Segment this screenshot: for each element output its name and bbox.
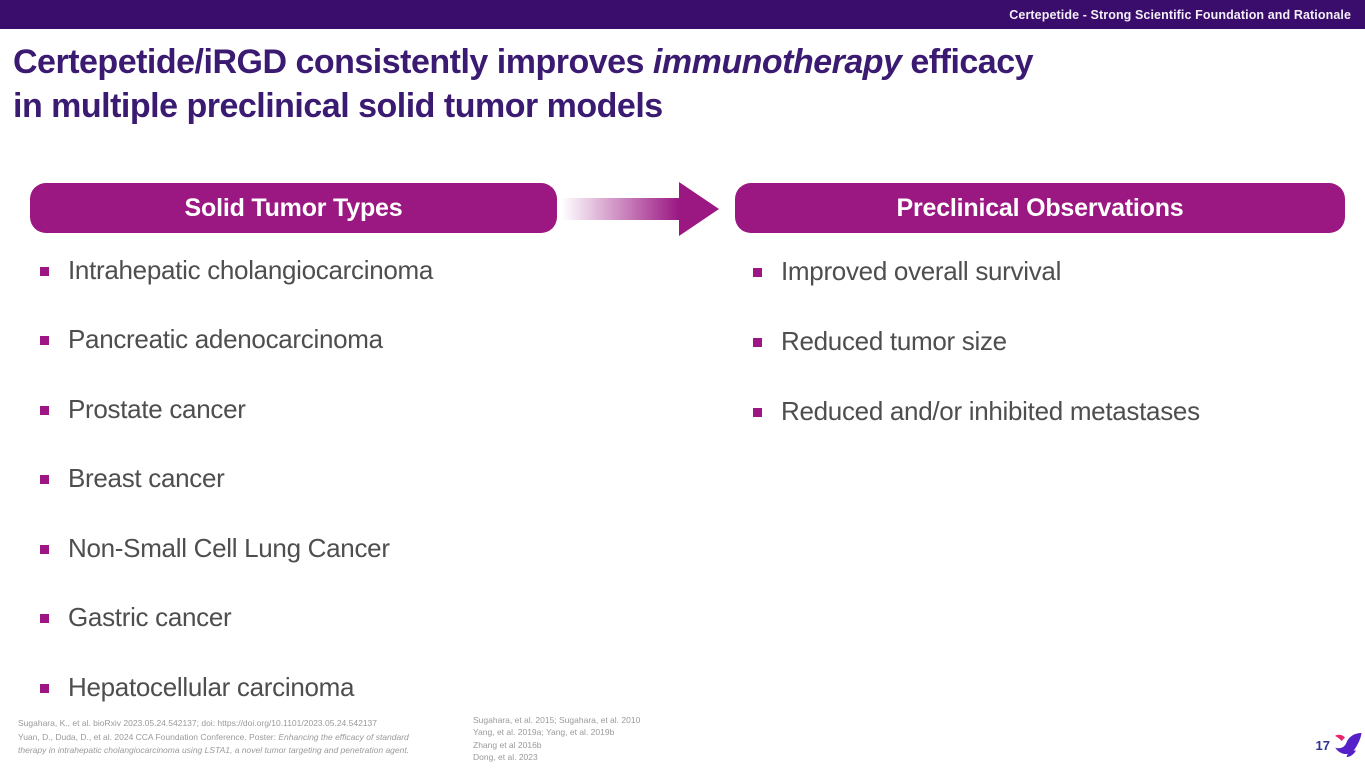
footnote-italic-text: Enhancing the efficacy of standard xyxy=(278,731,409,742)
page-number: 17 xyxy=(1315,738,1330,753)
footnote-italic-text: therapy in intrahepatic cholangiocarcino… xyxy=(18,745,410,755)
list-item-label: Pancreatic adenocarcinoma xyxy=(68,324,383,354)
list-item: Hepatocellular carcinoma xyxy=(40,670,433,704)
footnote-line: Zhang et al 2016b xyxy=(473,739,542,750)
header-solid-tumor-types: Solid Tumor Types xyxy=(30,183,557,233)
list-item: Improved overall survival xyxy=(753,254,1200,288)
solid-tumor-types-list: Intrahepatic cholangiocarcinoma Pancreat… xyxy=(40,253,433,740)
preclinical-observations-list: Improved overall survival Reduced tumor … xyxy=(753,254,1200,464)
list-item-label: Non-Small Cell Lung Cancer xyxy=(68,532,390,563)
top-bar-title: Certepetide - Strong Scientific Foundati… xyxy=(1009,7,1351,22)
bullet-square-icon xyxy=(40,614,49,623)
bullet-square-icon xyxy=(40,544,49,554)
bullet-square-icon xyxy=(753,337,762,347)
list-item: Pancreatic adenocarcinoma xyxy=(40,323,433,357)
slide-title: Certepetide/iRGD consistently improves i… xyxy=(13,40,1034,128)
arrow-right-icon xyxy=(562,182,719,236)
title-text: efficacy xyxy=(901,43,1034,81)
list-item: Non-Small Cell Lung Cancer xyxy=(40,531,433,565)
bullet-square-icon xyxy=(40,405,49,415)
title-line-1: Certepetide/iRGD consistently improves i… xyxy=(13,40,1034,84)
hummingbird-logo-icon xyxy=(1335,733,1362,757)
list-item-label: Reduced and/or inhibited metastases xyxy=(781,395,1200,426)
list-item-label: Hepatocellular carcinoma xyxy=(68,671,355,702)
list-item-label: Prostate cancer xyxy=(68,393,246,424)
list-item: Breast cancer xyxy=(40,462,433,496)
bullet-square-icon xyxy=(40,336,49,345)
list-item-label: Gastric cancer xyxy=(68,602,232,632)
list-item-label: Reduced tumor size xyxy=(781,325,1007,356)
footnote-line: Yang, et al. 2019a; Yang, et al. 2019b xyxy=(473,727,615,738)
footnote-line: Dong, et al. 2023 xyxy=(473,751,538,762)
list-item: Reduced tumor size xyxy=(753,324,1200,358)
list-item-label: Improved overall survival xyxy=(781,255,1062,286)
list-item: Prostate cancer xyxy=(40,392,433,426)
title-italic-text: immunotherapy xyxy=(652,43,902,81)
list-item: Reduced and/or inhibited metastases xyxy=(753,394,1200,428)
list-item: Gastric cancer xyxy=(40,601,433,635)
footnote-line: Sugahara, K., et al. bioRxiv 2023.05.24.… xyxy=(18,718,378,728)
footnote-line: Yuan, D., Duda, D., et al. 2024 CCA Foun… xyxy=(18,731,478,745)
bullet-square-icon xyxy=(40,683,49,693)
footnote-middle: Sugahara, et al. 2015; Sugahara, et al. … xyxy=(473,714,773,763)
title-text: Certepetide/iRGD consistently improves xyxy=(13,43,653,81)
bullet-square-icon xyxy=(753,267,762,277)
bullet-square-icon xyxy=(40,475,49,484)
list-item-label: Intrahepatic cholangiocarcinoma xyxy=(68,254,434,285)
footnote-left: Sugahara, K., et al. bioRxiv 2023.05.24.… xyxy=(18,717,478,758)
bullet-square-icon xyxy=(753,407,762,417)
list-item: Intrahepatic cholangiocarcinoma xyxy=(40,253,433,287)
top-bar: Certepetide - Strong Scientific Foundati… xyxy=(0,0,1365,29)
title-line-2: in multiple preclinical solid tumor mode… xyxy=(13,87,663,125)
list-item-label: Breast cancer xyxy=(68,463,225,493)
footnote-line: therapy in intrahepatic cholangiocarcino… xyxy=(18,744,478,758)
footnote-line: Sugahara, et al. 2015; Sugahara, et al. … xyxy=(473,715,641,725)
bullet-square-icon xyxy=(40,266,49,276)
footnote-text: Yuan, D., Duda, D., et al. 2024 CCA Foun… xyxy=(18,731,279,742)
header-preclinical-observations: Preclinical Observations xyxy=(735,183,1345,233)
